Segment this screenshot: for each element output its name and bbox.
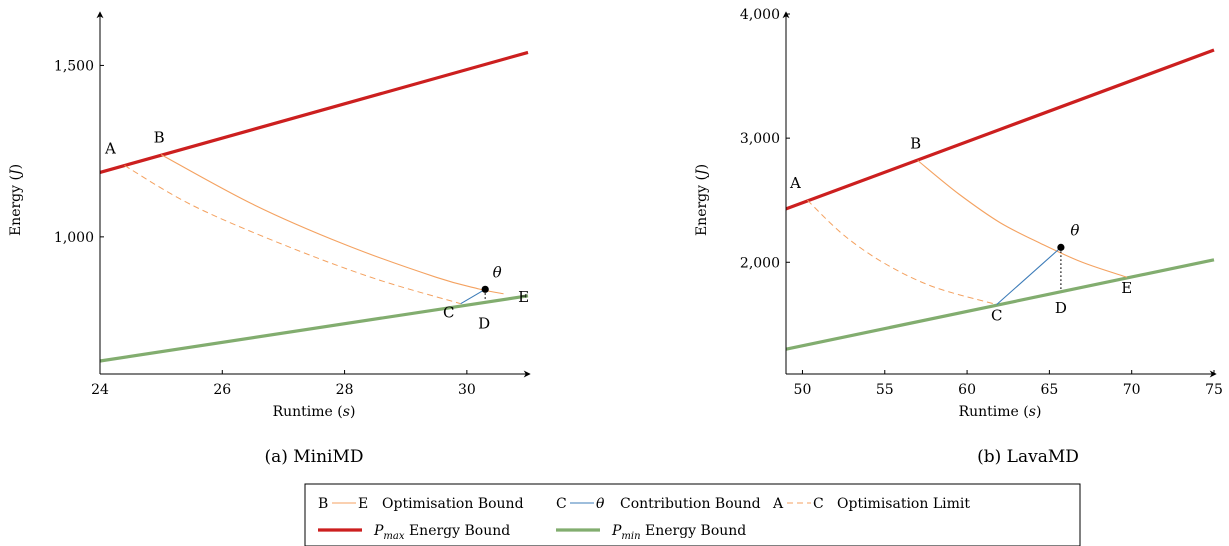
point-label-e: E: [1121, 279, 1132, 297]
y-axis-label: Energy (J): [694, 164, 710, 236]
y-tick-label: 1,000: [54, 230, 94, 246]
chart-caption: (a) MiniMD: [264, 447, 363, 467]
series-opt-limit: [807, 199, 997, 305]
x-tick-label: 50: [794, 382, 812, 398]
series-opt-limit: [124, 165, 461, 305]
x-tick-label: 26: [213, 382, 231, 398]
legend-label: Pmax Energy Bound: [373, 523, 510, 542]
chart-minimd: 24 26 28 30 1,000 1,500 A B C D Eθ Runtime (s) Energ…: [8, 11, 531, 467]
legend-label: Pmin Energy Bound: [611, 523, 746, 542]
legend-to: E: [358, 496, 368, 512]
point-label-theta: θ: [1070, 221, 1079, 239]
x-tick-label: 24: [91, 382, 109, 398]
x-tick-label: 75: [1205, 382, 1223, 398]
legend-from: A: [772, 496, 784, 512]
chart-lavamd: 50 55 60 65 70 75 2,000 3,000 4,000 A B C D Eθ Runtime…: [694, 7, 1223, 467]
point-label-theta: θ: [493, 263, 502, 281]
legend-label: Optimisation Bound: [382, 496, 524, 512]
series-opt-bound: [160, 154, 504, 295]
series-contrib-bound: [460, 288, 486, 305]
point-label-a: A: [789, 174, 801, 192]
series-pmin: [99, 294, 529, 363]
x-axis-label: Runtime (s): [959, 404, 1042, 420]
series-opt-bound: [917, 160, 1127, 278]
series-pmax: [99, 50, 529, 174]
series-contrib-bound: [996, 246, 1062, 305]
legend-from: C: [556, 496, 567, 512]
y-tick-label: 1,500: [54, 58, 94, 74]
chart-caption: (b) LavaMD: [977, 447, 1079, 467]
point-label-c: C: [991, 306, 1002, 324]
point-label-c: C: [443, 304, 454, 322]
legend-item: B E Optimisation Bound: [318, 496, 524, 512]
legend-to: C: [813, 496, 824, 512]
point-label-e: E: [518, 288, 529, 306]
legend-box: [304, 483, 1081, 546]
y-tick-label: 2,000: [740, 255, 780, 271]
legend-from: B: [318, 496, 328, 512]
x-tick-label: 60: [958, 382, 976, 398]
x-tick-label: 65: [1040, 382, 1058, 398]
point-label-b: B: [154, 129, 165, 147]
x-tick-label: 55: [876, 382, 894, 398]
x-axis-label: Runtime (s): [273, 404, 356, 420]
series-pmax: [785, 48, 1215, 211]
point-label-d: D: [478, 315, 490, 333]
legend-to: θ: [596, 496, 605, 512]
series-pmin: [785, 258, 1215, 351]
legend-item: Pmax Energy Bound: [318, 523, 510, 542]
legend-label: Contribution Bound: [620, 496, 761, 512]
x-tick-label: 28: [336, 382, 354, 398]
point-label-d: D: [1055, 299, 1067, 317]
y-tick-label: 4,000: [740, 7, 780, 23]
theta-point: [1057, 243, 1065, 251]
x-tick-label: 30: [458, 382, 476, 398]
legend-item: Pmin Energy Bound: [556, 523, 746, 542]
theta-point: [481, 285, 489, 293]
point-label-a: A: [104, 140, 116, 158]
y-axis-label: Energy (J): [8, 164, 24, 236]
legend-item: A C Optimisation Limit: [772, 496, 970, 512]
legend-label: Optimisation Limit: [837, 496, 970, 512]
point-label-b: B: [910, 134, 921, 152]
x-tick-label: 70: [1123, 382, 1141, 398]
y-tick-label: 3,000: [740, 131, 780, 147]
